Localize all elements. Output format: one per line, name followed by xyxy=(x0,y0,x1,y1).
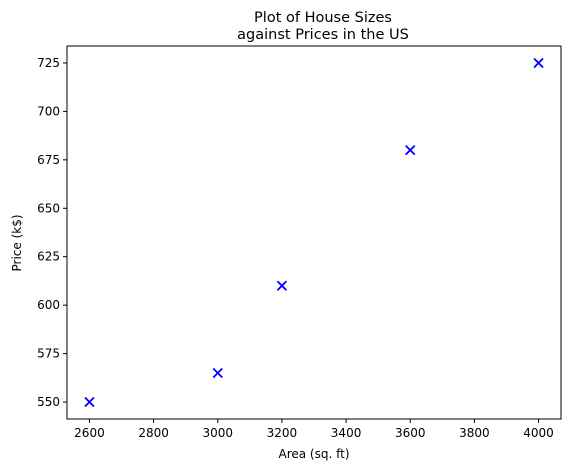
x-tick-label: 3200 xyxy=(267,426,298,440)
data-point-x-marker xyxy=(533,57,544,69)
y-tick-label: 650 xyxy=(37,201,60,215)
y-tick-label: 575 xyxy=(37,347,60,361)
y-tick-label: 675 xyxy=(37,153,60,167)
chart-title-line-1: Plot of House Sizes xyxy=(254,10,392,26)
y-axis-label: Price (k$) xyxy=(10,214,24,271)
chart-title: Plot of House Sizes against Prices in th… xyxy=(237,10,409,43)
x-axis-label: Area (sq. ft) xyxy=(278,447,349,461)
x-axis: 2600 2800 3000 3200 3400 3600 3800 4000 xyxy=(74,419,554,440)
data-point-x-marker xyxy=(212,367,223,379)
x-tick-label: 4000 xyxy=(523,426,554,440)
data-point-x-marker xyxy=(276,280,288,291)
y-tick-label: 700 xyxy=(37,104,60,118)
y-axis: 550 575 600 625 650 675 700 725 xyxy=(37,56,67,409)
data-points xyxy=(84,57,544,408)
plot-frame xyxy=(66,45,562,420)
x-tick-label: 3800 xyxy=(459,426,490,440)
data-point-x-marker xyxy=(405,145,416,156)
data-point-x-marker xyxy=(84,396,95,408)
x-tick-label: 3000 xyxy=(202,426,233,440)
y-tick-label: 550 xyxy=(37,395,60,409)
y-tick-label: 625 xyxy=(37,250,60,264)
x-tick-label: 2800 xyxy=(138,426,169,440)
x-tick-label: 3600 xyxy=(395,426,426,440)
y-tick-label: 600 xyxy=(37,298,60,312)
y-tick-label: 725 xyxy=(37,56,60,70)
x-tick-label: 2600 xyxy=(74,426,105,440)
chart-title-line-2: against Prices in the US xyxy=(237,27,409,43)
x-tick-label: 3400 xyxy=(331,426,362,440)
